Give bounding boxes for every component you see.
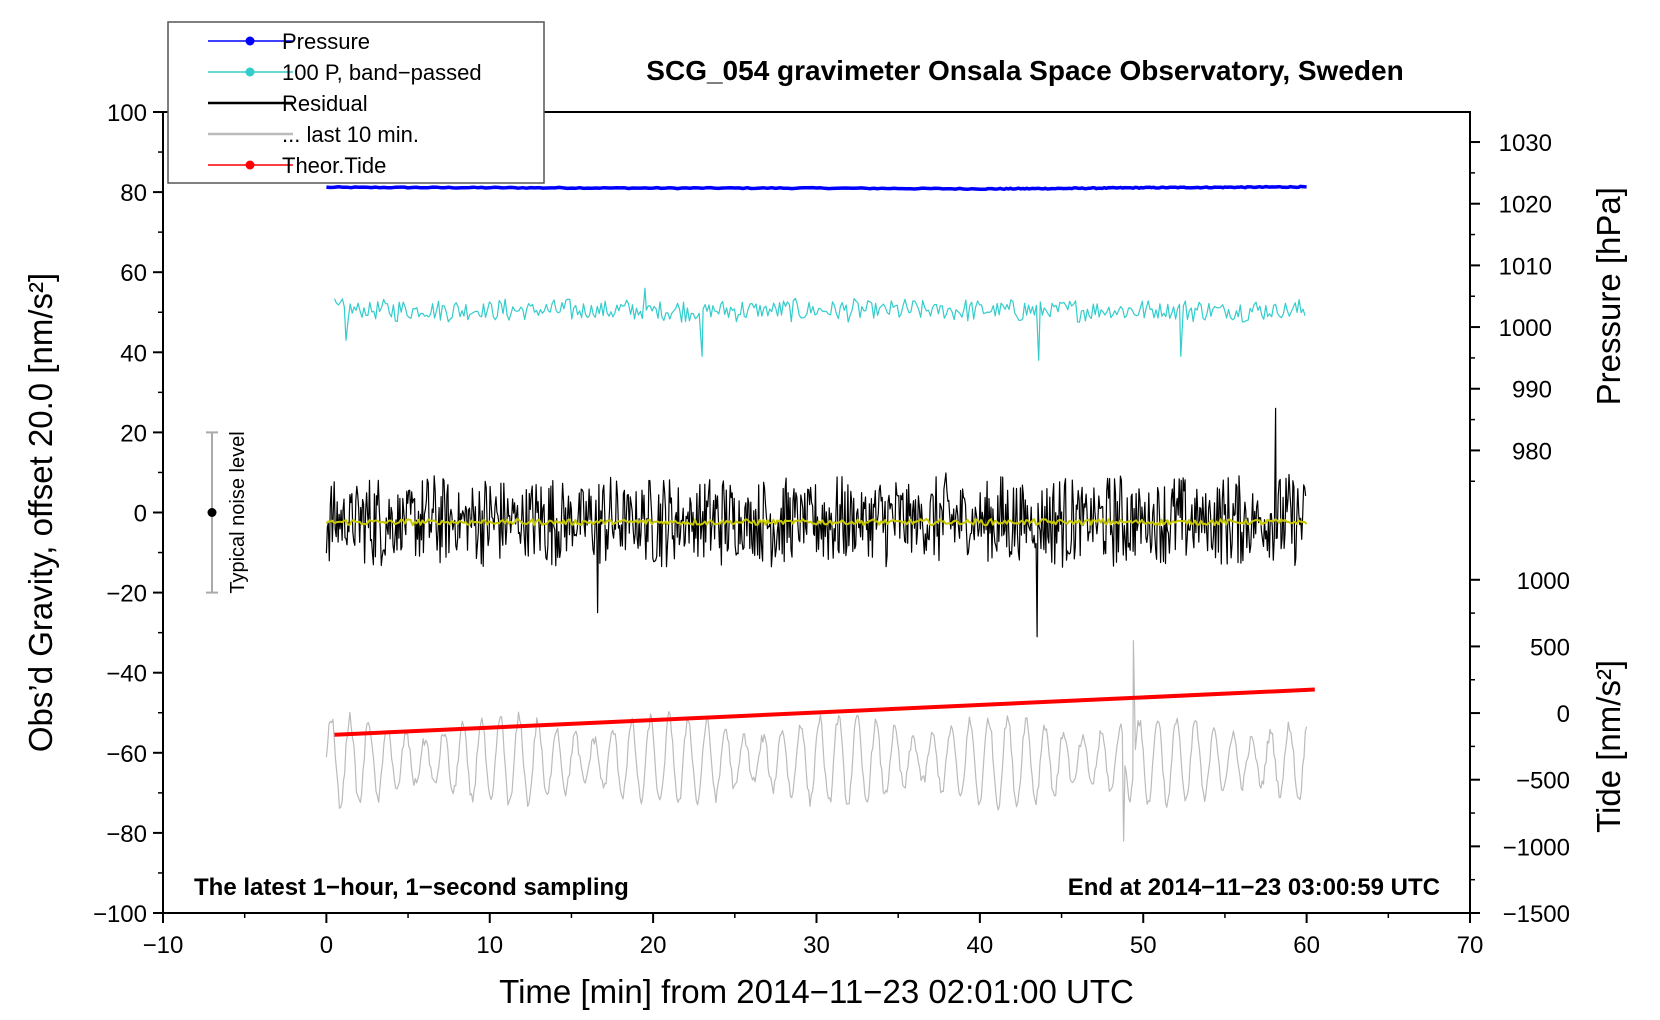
x-tick-label: 50 [1130,932,1157,959]
x-tick-label: −10 [143,932,184,959]
x-tick-label: 0 [320,932,333,959]
series-line-pressure [326,184,1307,192]
typical-noise-bar: Typical noise level [206,431,249,594]
legend-label: Residual [282,91,368,116]
y-tick-label: 0 [134,501,147,528]
x-axis-title: Time [min] from 2014−11−23 02:01:00 UTC [499,973,1134,1010]
tide-tick-label: −500 [1516,768,1570,795]
y-tick-label: 20 [120,420,147,447]
series-line-theor-tide [334,687,1315,737]
y-axis-title-tide: Tide [nm/s²] [1590,660,1627,833]
y-tick-label: −40 [106,661,147,688]
x-tick-label: 20 [640,932,667,959]
chart-title: SCG_054 gravimeter Onsala Space Observat… [646,55,1403,86]
end-time-note: End at 2014−11−23 03:00:59 UTC [1068,874,1440,901]
series-line-100-p-band-passed [333,287,1306,361]
axes-layer: −10 0 10 20 30 40 50 60 70100806040200−20−40−60−… [93,100,1570,959]
series-line--last-10-min- [325,640,1308,842]
legend-label: Theor.Tide [282,153,386,178]
tide-tick-label: 1000 [1517,568,1570,595]
legend-marker [245,160,255,170]
pressure-tick-label: 980 [1512,438,1552,465]
x-tick-label: 70 [1457,932,1484,959]
x-tick-label: 30 [803,932,830,959]
tide-tick-label: 500 [1530,634,1570,661]
y-tick-label: 80 [120,180,147,207]
y-tick-label: −20 [106,581,147,608]
sampling-note: The latest 1−hour, 1−second sampling [194,874,629,901]
legend-marker [245,67,255,77]
noise-bar-label: Typical noise level [227,431,249,593]
y-axis-title-gravity: Obs’d Gravity, offset 20.0 [nm/s²] [22,273,59,752]
x-tick-label: 10 [476,932,503,959]
legend-label: Pressure [282,29,370,54]
series-layer [325,184,1315,842]
series-line-residual [325,407,1307,638]
x-tick-label: 60 [1293,932,1320,959]
pressure-tick-label: 990 [1512,377,1552,404]
legend-label: 100 P, band−passed [282,60,482,85]
series-line-residual-smoothed- [325,518,1308,527]
tide-tick-label: −1000 [1503,834,1570,861]
legend-marker [245,36,255,46]
legend-label: ... last 10 min. [282,122,419,147]
y-tick-label: −60 [106,741,147,768]
pressure-tick-label: 1020 [1499,192,1552,219]
y-tick-label: 40 [120,340,147,367]
noise-bar-center-dot [207,508,217,517]
y-tick-label: 60 [120,260,147,287]
y-tick-label: −100 [93,901,147,928]
pressure-tick-label: 1000 [1499,315,1552,342]
legend: Pressure 100 P, band−passed Residual ... la… [167,21,545,184]
y-axis-title-pressure: Pressure [hPa] [1590,187,1627,405]
y-tick-label: −80 [106,821,147,848]
pressure-tick-label: 1010 [1499,253,1552,280]
tide-tick-label: −1500 [1503,901,1570,928]
pressure-tick-label: 1030 [1499,130,1552,157]
x-tick-label: 40 [967,932,994,959]
tide-tick-label: 0 [1557,701,1570,728]
y-tick-label: 100 [107,100,147,127]
